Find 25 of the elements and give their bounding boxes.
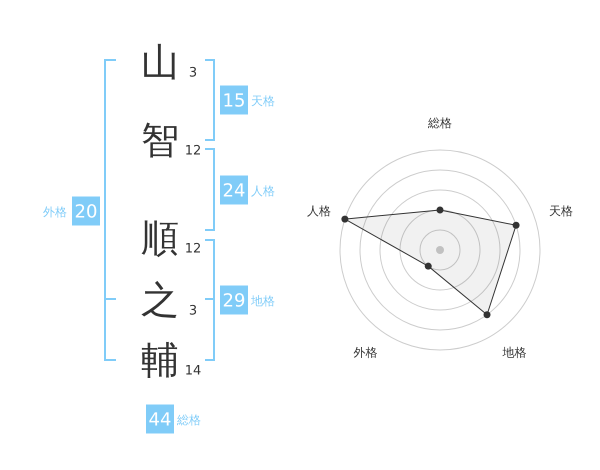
spoke-label: 外格 (353, 346, 378, 360)
category-label: 輔 (141, 338, 179, 382)
spoke-label: 天格 (548, 204, 573, 218)
text: 外格 (43, 205, 67, 219)
text: 20 (74, 202, 98, 222)
category-label: 山 (141, 40, 179, 84)
spoke-label: 総格 (427, 116, 452, 130)
text: 人格 (251, 184, 275, 198)
text: 総格 (176, 413, 201, 427)
spoke-label: 人格 (307, 204, 332, 218)
data-label: 12 (184, 144, 202, 158)
text: 15 (222, 90, 246, 112)
text: 24 (222, 180, 246, 202)
data-label: 12 (184, 242, 202, 256)
text: 地格 (250, 294, 275, 308)
data-label: 14 (184, 364, 202, 378)
spoke-label: 地格 (502, 346, 527, 360)
category-label: 順 (141, 216, 179, 260)
text: 44 (148, 410, 172, 430)
text: 29 (222, 290, 246, 312)
category-label: 之 (141, 278, 179, 322)
data-label: 3 (188, 66, 198, 80)
data-label: 3 (188, 304, 198, 318)
text: 天格 (251, 94, 275, 108)
category-label: 智 (141, 118, 179, 162)
